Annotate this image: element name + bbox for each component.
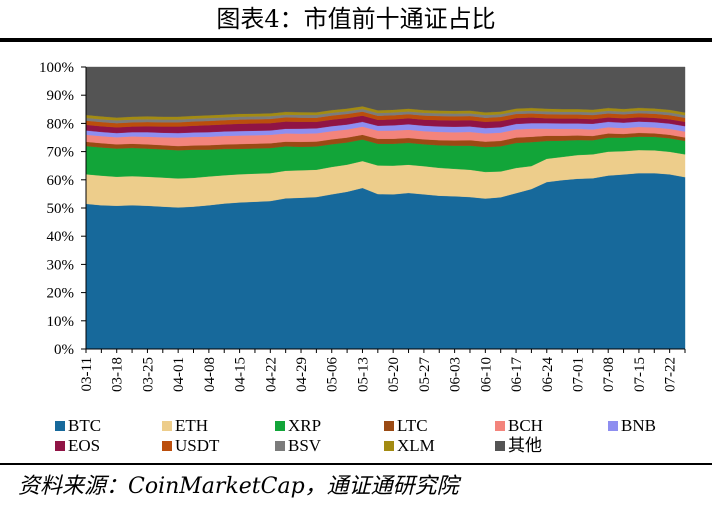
legend-swatch: [55, 421, 65, 431]
legend-item-btc: BTC: [55, 417, 101, 435]
x-tick-label: 04-15: [233, 357, 249, 392]
legend-item-other: 其他: [495, 437, 542, 455]
legend-item-xrp: XRP: [275, 417, 321, 435]
y-tick-label: 0%: [54, 342, 74, 358]
legend-item-usdt: USDT: [162, 437, 219, 455]
x-tick-label: 07-15: [632, 357, 648, 392]
x-tick-label: 03-25: [140, 357, 156, 392]
legend-swatch: [162, 421, 172, 431]
x-tick-label: 06-24: [540, 357, 556, 392]
legend-label: XLM: [397, 436, 435, 455]
y-tick-label: 100%: [39, 60, 74, 76]
x-tick-label: 05-06: [325, 357, 341, 392]
x-tick-label: 06-03: [448, 357, 464, 392]
legend-item-ltc: LTC: [384, 417, 428, 435]
bottom-rule: [0, 463, 712, 465]
legend-item-bsv: BSV: [275, 437, 321, 455]
legend-label: 其他: [508, 436, 542, 455]
legend-label: LTC: [397, 416, 428, 435]
x-tick-label: 03-18: [110, 357, 126, 392]
y-axis: 0% 10% 20% 30% 40% 50% 60% 70% 80% 90% 100%: [39, 60, 87, 358]
y-tick-label: 90%: [47, 88, 75, 104]
legend-item-xlm: XLM: [384, 437, 435, 455]
y-tick-label: 20%: [47, 286, 75, 302]
x-tick-label: 04-29: [294, 357, 310, 392]
x-tick-label: 04-08: [202, 357, 218, 392]
area-other: [85, 66, 686, 118]
x-tick-label: 06-17: [509, 357, 525, 392]
legend-swatch: [55, 441, 65, 451]
x-tick-label: 07-22: [663, 357, 679, 392]
area-layer: [85, 66, 686, 350]
x-axis: 03-11 03-18 03-25 04-01 04-08 04-15 04-22 04-29…: [79, 348, 686, 392]
legend-label: BSV: [288, 436, 322, 455]
x-tick-label: 05-20: [386, 357, 402, 392]
legend-label: EOS: [68, 436, 101, 455]
y-tick-label: 80%: [47, 116, 75, 132]
legend-swatch: [608, 421, 618, 431]
source-note: 资料来源：CoinMarketCap，通证通研究院: [18, 474, 459, 499]
legend-label: USDT: [175, 436, 220, 455]
legend-swatch: [495, 421, 505, 431]
y-tick-label: 40%: [47, 229, 75, 245]
x-tick-label: 05-13: [355, 357, 371, 392]
legend-item-bch: BCH: [495, 417, 543, 435]
legend-label: BNB: [621, 416, 656, 435]
x-tick-label: 05-27: [417, 357, 433, 392]
x-tick-label: 03-11: [79, 357, 95, 391]
chart-title: 图表4：市值前十通证占比: [216, 5, 496, 33]
legend-swatch: [162, 441, 172, 451]
legend-swatch: [495, 441, 505, 451]
legend-label: XRP: [288, 416, 322, 435]
x-tick-label: 04-22: [263, 357, 279, 392]
legend-item-eth: ETH: [162, 417, 208, 435]
y-tick-label: 60%: [47, 173, 75, 189]
legend-swatch: [384, 421, 394, 431]
x-tick-label: 06-10: [478, 357, 494, 392]
legend-swatch: [384, 441, 394, 451]
x-tick-label: 07-08: [601, 357, 617, 392]
legend-swatch: [275, 421, 285, 431]
y-tick-label: 50%: [47, 201, 75, 217]
legend-item-bnb: BNB: [608, 417, 656, 435]
legend-label: BCH: [508, 416, 543, 435]
x-tick-label: 07-01: [570, 357, 586, 392]
y-tick-label: 70%: [47, 145, 75, 161]
legend-swatch: [275, 441, 285, 451]
legend-label: ETH: [175, 416, 209, 435]
y-tick-label: 10%: [47, 314, 75, 330]
y-tick-label: 30%: [47, 257, 75, 273]
legend-label: BTC: [68, 416, 102, 435]
x-tick-label: 04-01: [171, 357, 187, 392]
chart-canvas: 0%10%20%30%40%50%60%70%80%90%100% 03-11 0…: [39, 60, 686, 392]
legend-item-eos: EOS: [55, 437, 100, 455]
top-rule: [0, 38, 712, 42]
